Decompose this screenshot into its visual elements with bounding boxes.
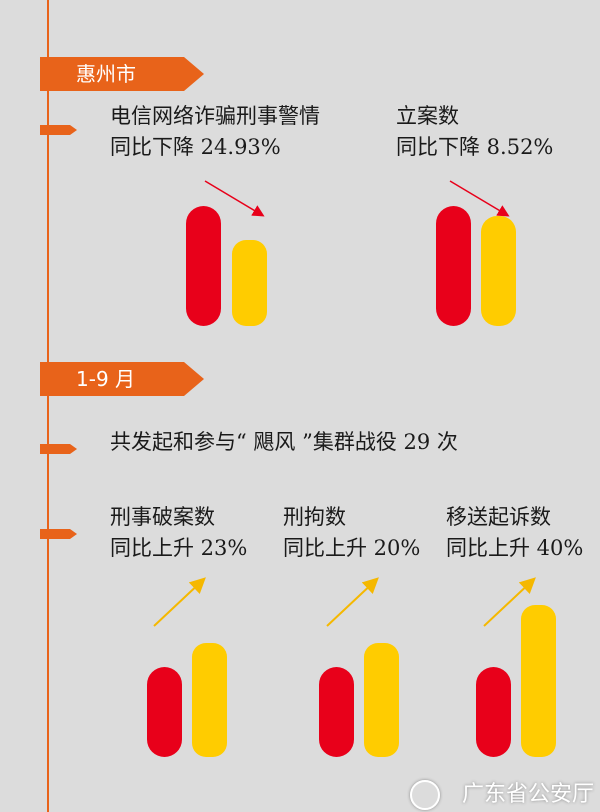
timeline-marker	[40, 125, 77, 135]
stat-title-solved-cases: 刑事破案数	[110, 505, 215, 529]
bar-current-cases-filed	[481, 216, 516, 326]
stat-change-detentions: 同比上升 20%	[283, 536, 421, 560]
arrow-up-icon	[326, 577, 379, 627]
stat-change-fraud-alerts: 同比下降 24.93%	[110, 135, 281, 159]
bar-previous-solved-cases	[147, 667, 182, 757]
bar-current-prosecutions	[521, 605, 556, 757]
bar-previous-detentions	[319, 667, 354, 757]
arrow-up-icon	[153, 577, 206, 627]
arrow-down-icon	[204, 180, 265, 217]
bar-previous-fraud-alerts	[186, 206, 221, 326]
timeline-marker	[40, 529, 77, 539]
stat-change-prosecutions: 同比上升 40%	[446, 536, 584, 560]
section-tag-huizhou: 惠州市	[40, 57, 204, 91]
stat-change-solved-cases: 同比上升 23%	[110, 536, 248, 560]
stat-title-cases-filed: 立案数	[396, 104, 459, 128]
stat-title-fraud-alerts: 电信网络诈骗刑事警情	[110, 104, 320, 128]
stat-change-cases-filed: 同比下降 8.52%	[396, 135, 554, 159]
timeline-line	[47, 0, 49, 812]
section-tag-label: 惠州市	[76, 62, 136, 86]
section-tag-jan-sep: 1-9 月	[40, 362, 204, 396]
section-tag-label: 1-9 月	[76, 367, 136, 391]
arrow-down-icon	[449, 180, 510, 217]
bar-current-fraud-alerts	[232, 240, 267, 326]
bar-current-solved-cases	[192, 643, 227, 757]
police-emblem-icon	[410, 780, 440, 810]
stat-title-prosecutions: 移送起诉数	[446, 505, 551, 529]
stat-title-detentions: 刑拘数	[283, 505, 346, 529]
bar-current-detentions	[364, 643, 399, 757]
campaign-summary: 共发起和参与“ 飓风 ”集群战役 29 次	[110, 430, 458, 454]
bar-previous-prosecutions	[476, 667, 511, 757]
watermark-text: 广东省公安厅	[461, 782, 594, 807]
arrow-up-icon	[483, 577, 536, 627]
bar-previous-cases-filed	[436, 206, 471, 326]
timeline-marker	[40, 444, 77, 454]
